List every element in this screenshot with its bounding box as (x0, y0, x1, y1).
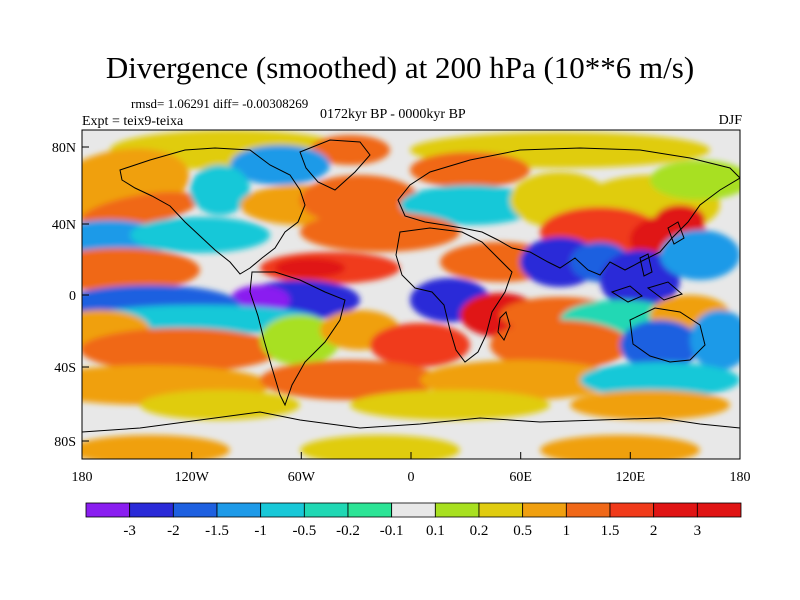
south-america-coast (249, 271, 346, 407)
contour-blob (400, 185, 540, 225)
contour-blob (275, 258, 345, 278)
lat-tick-label: 40N (52, 218, 76, 233)
colorbar-swatch (347, 502, 393, 518)
colorbar-label: 1 (563, 523, 571, 539)
lon-tick-label: 60W (288, 470, 316, 485)
lon-tick-label: 120E (616, 470, 646, 485)
colorbar-swatch (565, 502, 611, 518)
lon-tick-label: 60E (509, 470, 532, 485)
island-coast (639, 253, 653, 277)
contour-blob (260, 360, 440, 400)
colorbar-swatch (609, 502, 655, 518)
season-label: DJF (718, 113, 742, 128)
contour-blob (300, 435, 460, 459)
period-label: 0172kyr BP - 0000kyr BP (320, 107, 466, 122)
colorbar-label: -3 (123, 523, 136, 539)
contour-blob (540, 435, 700, 459)
greenland-coast (299, 139, 371, 191)
coastlines (82, 139, 740, 433)
north-america-coast (119, 147, 306, 275)
colorbar-swatch (522, 502, 567, 518)
stats-label: rmsd= 1.06291 diff= -0.00308269 (131, 96, 309, 111)
lat-tick-label: 80S (54, 435, 76, 450)
colorbar-label: 2 (650, 523, 658, 539)
contour-blob (420, 360, 620, 400)
contour-blob (190, 165, 250, 215)
contour-blob (490, 320, 630, 370)
colorbar-swatch (434, 502, 480, 518)
colorbar-swatch (653, 502, 698, 518)
contour-blob (300, 212, 460, 252)
colorbar-label: -0.2 (336, 523, 360, 539)
contour-blob (82, 328, 280, 372)
contour-blob (600, 250, 680, 310)
contour-blob (350, 390, 550, 420)
eurasia-coast (397, 147, 740, 276)
colorbar-label: -2 (167, 523, 180, 539)
map-title: Divergence (smoothed) at 200 hPa (10**6 … (105, 50, 695, 85)
latitude-axis: 80N 40N 0 40S 80S (52, 141, 89, 450)
colorbar-swatch (391, 502, 436, 518)
colorbar-label: -0.5 (292, 523, 316, 539)
island-coast (646, 281, 683, 301)
colorbar-swatch (303, 502, 349, 518)
colorbar-label: -1 (254, 523, 267, 539)
lon-tick-label: 180 (730, 470, 751, 485)
contour-blob (410, 152, 530, 188)
contour-blob (650, 160, 740, 200)
contour-blob (230, 145, 330, 185)
colorbar-label: 0.1 (426, 523, 445, 539)
contour-blob (580, 362, 740, 398)
contour-blob (655, 205, 705, 235)
madagascar-coast (497, 311, 511, 341)
contour-blob (130, 217, 270, 253)
lon-tick-label: 0 (408, 470, 415, 485)
antarctica-coast (82, 411, 740, 433)
colorbar-swatch (478, 502, 524, 518)
colorbar-label: 1.5 (601, 523, 620, 539)
colorbar-swatch (129, 502, 174, 518)
contour-blob (260, 315, 340, 365)
contour-blob (310, 135, 390, 165)
australia-coast (629, 307, 706, 363)
lat-tick-label: 80N (52, 141, 76, 156)
contour-blob (660, 230, 740, 280)
africa-coast (395, 227, 513, 363)
colorbar-swatch (696, 502, 742, 518)
colorbar-swatch (172, 502, 218, 518)
lat-tick-label: 0 (69, 289, 76, 304)
contour-blob (82, 248, 200, 292)
colorbar-label: -1.5 (205, 523, 229, 539)
experiment-label: Expt = teix9-teixa (82, 114, 184, 129)
contour-blob (82, 435, 230, 459)
contour-blob (690, 310, 740, 370)
contour-blob (620, 320, 700, 370)
longitude-axis: 180 120W 60W 0 60E 120E 180 (72, 452, 751, 485)
colorbar-label: 0.2 (470, 523, 489, 539)
lat-tick-label: 40S (54, 361, 76, 376)
colorbar-label: -0.1 (380, 523, 404, 539)
colorbar: -3 -2 -1.5 -1 -0.5 -0.2 -0.1 0.1 0.2 0.5 1 1.5 2 3 (85, 502, 742, 539)
contour-blob (82, 191, 200, 229)
colorbar-label: 3 (694, 523, 702, 539)
colorbar-swatch (216, 502, 262, 518)
colorbar-swatch (85, 502, 131, 518)
colorbar-label: 0.5 (513, 523, 532, 539)
island-coast (610, 285, 643, 303)
contour-blob (570, 390, 730, 420)
lon-tick-label: 120W (175, 470, 210, 485)
island-coast (667, 221, 685, 245)
colorbar-swatch (260, 502, 305, 518)
lon-tick-label: 180 (72, 470, 93, 485)
contour-field (82, 130, 740, 459)
contour-blob (370, 323, 470, 367)
